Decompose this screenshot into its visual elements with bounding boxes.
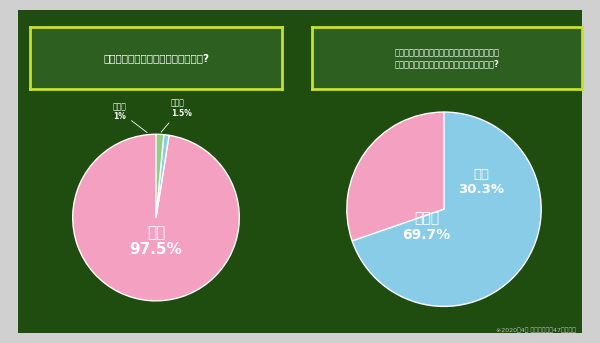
- Wedge shape: [73, 134, 239, 301]
- Text: その他
1.5%: その他 1.5%: [161, 98, 192, 132]
- Text: はい
30.3%: はい 30.3%: [458, 168, 504, 196]
- Text: 現在通っている学校は休校中ですか?: 現在通っている学校は休校中ですか?: [103, 53, 209, 63]
- Wedge shape: [156, 134, 164, 217]
- Text: 現在通っている学校ではオンラインでの授業を
実施している、もしくは今後実施予定ですか?: 現在通っている学校ではオンラインでの授業を 実施している、もしくは今後実施予定で…: [395, 49, 499, 68]
- Text: いいえ
1%: いいえ 1%: [113, 102, 147, 133]
- Wedge shape: [352, 112, 541, 306]
- Wedge shape: [347, 112, 444, 241]
- Wedge shape: [156, 135, 169, 217]
- Text: はい
97.5%: はい 97.5%: [130, 225, 182, 257]
- Text: ※2020年4月 高校生ラボ・47都道府県: ※2020年4月 高校生ラボ・47都道府県: [496, 327, 576, 333]
- Text: いいえ
69.7%: いいえ 69.7%: [403, 212, 451, 242]
